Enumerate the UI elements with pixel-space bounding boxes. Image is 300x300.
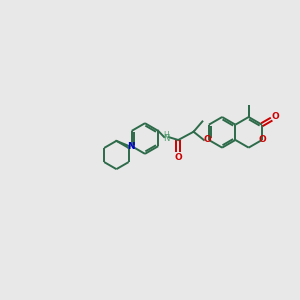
Text: O: O: [272, 112, 279, 122]
Text: N: N: [127, 142, 134, 151]
Text: N: N: [163, 134, 169, 143]
Text: O: O: [174, 153, 182, 162]
Text: O: O: [258, 136, 266, 145]
Text: O: O: [204, 136, 212, 145]
Text: H: H: [163, 131, 169, 140]
